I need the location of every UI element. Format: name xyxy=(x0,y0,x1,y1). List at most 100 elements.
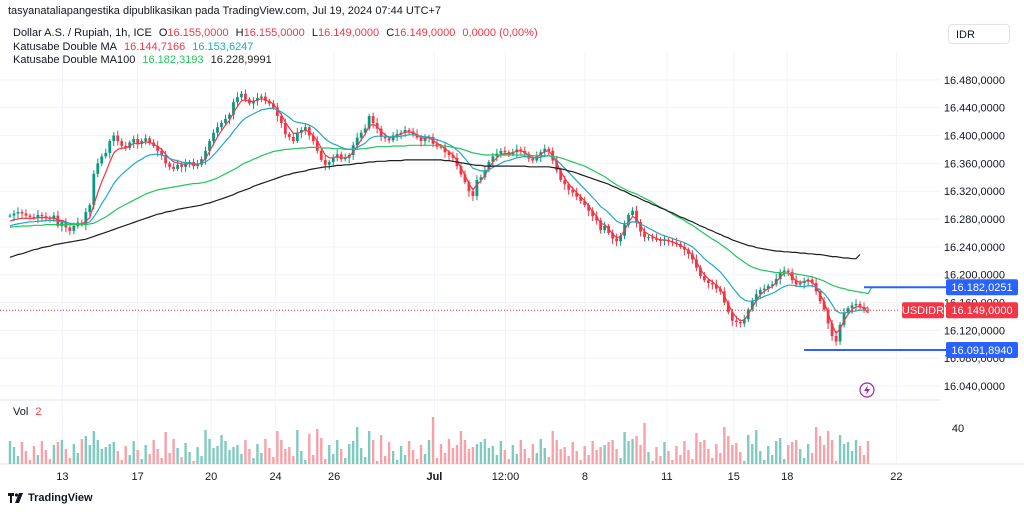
candle-body xyxy=(563,180,567,185)
candle-body xyxy=(283,122,287,135)
volume-bar xyxy=(687,450,690,464)
x-tick-label: 12:00 xyxy=(492,471,520,483)
volume-bar xyxy=(723,427,726,464)
candle-body xyxy=(519,149,523,151)
candle-body xyxy=(220,122,223,128)
volume-bar xyxy=(810,453,814,464)
candle-body xyxy=(16,212,20,214)
candle-body xyxy=(726,302,730,313)
volume-bar xyxy=(731,445,734,464)
volume-bar xyxy=(252,458,255,464)
volume-bar xyxy=(36,455,40,464)
ma2-name[interactable]: Katusabe Double MA100 xyxy=(13,54,136,66)
ma1-name[interactable]: Katusabe Double MA xyxy=(13,41,117,53)
volume-bar xyxy=(152,440,155,464)
volume-bar xyxy=(403,455,407,464)
candle-body xyxy=(327,161,331,165)
candle-body xyxy=(20,212,24,214)
candle-body xyxy=(691,253,694,260)
volume-bar xyxy=(743,461,746,464)
volume-bar xyxy=(132,441,135,464)
volume-bar xyxy=(367,431,371,464)
x-tick-label: 22 xyxy=(890,471,902,483)
volume-bar xyxy=(663,442,666,464)
candle-body xyxy=(72,226,76,231)
candle-body xyxy=(611,232,614,239)
volume-bar xyxy=(48,459,52,464)
volume-bar xyxy=(256,444,259,464)
volume-bar xyxy=(92,431,95,464)
candle-body xyxy=(714,284,718,289)
volume-bar xyxy=(763,460,766,464)
y-tick-label: 16.480,0000 xyxy=(944,75,1005,87)
candle-body xyxy=(160,150,164,156)
volume-bar xyxy=(272,457,275,464)
ma-line xyxy=(9,159,861,260)
candle-body xyxy=(750,301,754,310)
tradingview-logo[interactable]: TradingView xyxy=(8,492,93,504)
candle-body xyxy=(383,136,387,139)
volume-bar xyxy=(511,445,515,464)
candle-body xyxy=(778,271,782,279)
candle-body xyxy=(627,214,630,225)
candle-body xyxy=(866,309,870,311)
candle-body xyxy=(228,114,231,119)
candle-body xyxy=(491,156,495,162)
currency-button[interactable]: IDR xyxy=(948,24,1010,44)
volume-bar xyxy=(858,446,862,464)
volume-bar xyxy=(439,444,443,464)
volume-bar xyxy=(423,454,427,464)
volume-bar xyxy=(623,432,626,464)
volume-bar xyxy=(56,442,60,464)
brand-name: TradingView xyxy=(28,492,93,504)
candle-body xyxy=(232,102,235,115)
candle-body xyxy=(459,166,463,175)
candle-body xyxy=(647,237,650,239)
volume-bar xyxy=(719,453,722,464)
volume-bar xyxy=(383,456,387,464)
candle-body xyxy=(271,103,275,108)
volume-bar xyxy=(431,417,435,464)
candle-body xyxy=(535,156,539,161)
candle-body xyxy=(794,280,798,285)
volume-bar xyxy=(96,440,99,464)
volume-bar xyxy=(595,450,598,464)
candle-body xyxy=(331,157,335,162)
candle-body xyxy=(104,152,108,157)
volume-bar xyxy=(395,460,399,464)
ma-line xyxy=(9,97,869,335)
volume-bar xyxy=(866,441,870,464)
candle-body xyxy=(319,150,323,160)
volume-bar xyxy=(128,455,131,464)
volume-bar xyxy=(359,448,363,464)
volume-bar xyxy=(759,451,762,464)
volume-bar xyxy=(308,434,311,464)
symbol-name[interactable]: Dollar A.S. / Rupiah, 1h, ICE xyxy=(13,27,152,39)
candle-body xyxy=(463,174,467,183)
candle-body xyxy=(603,226,607,231)
volume-bar xyxy=(679,455,682,464)
volume-bar xyxy=(838,435,842,464)
volume-bar xyxy=(842,444,846,464)
volume-bar xyxy=(499,441,503,464)
volume-bar xyxy=(703,440,706,464)
volume-bar xyxy=(599,447,602,464)
candle-body xyxy=(184,163,187,167)
volume-bar xyxy=(375,461,379,464)
volume-bar xyxy=(615,449,618,464)
volume-bar xyxy=(643,423,646,464)
candle-body xyxy=(244,93,247,100)
candle-body xyxy=(140,141,144,144)
volume-bar xyxy=(631,439,634,464)
candle-body xyxy=(547,148,551,151)
candle-body xyxy=(224,118,227,123)
volume-bar xyxy=(671,460,674,464)
candle-body xyxy=(176,164,180,169)
x-tick-label: 24 xyxy=(269,471,281,483)
candle-body xyxy=(323,159,327,165)
volume-bar xyxy=(503,450,507,464)
volume-bar xyxy=(192,461,195,464)
candle-body xyxy=(730,312,734,321)
candle-body xyxy=(619,235,622,242)
